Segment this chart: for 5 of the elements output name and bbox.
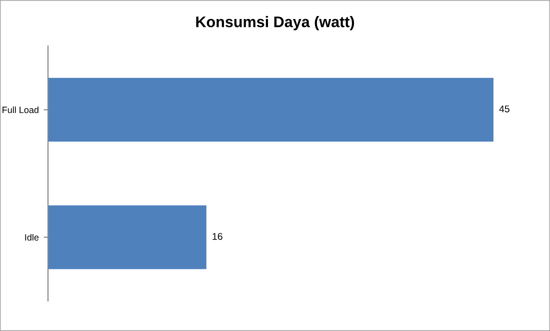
y-tick-label: Full Load	[2, 106, 38, 114]
data-label: 45	[499, 106, 510, 112]
y-tick-label: Idle	[25, 234, 39, 241]
chart-title: Konsumsi Daya (watt)	[196, 16, 354, 30]
data-label: 16	[212, 232, 222, 240]
